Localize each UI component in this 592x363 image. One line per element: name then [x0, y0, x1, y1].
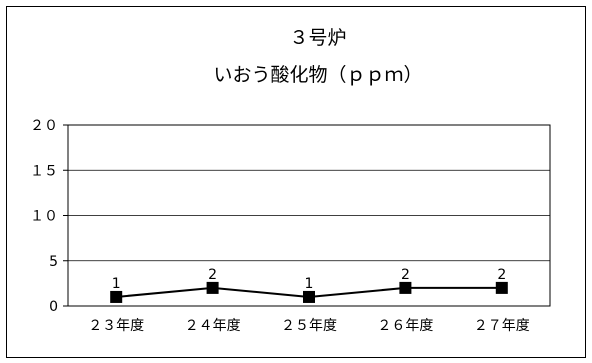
data-point	[303, 290, 315, 303]
y-tick-label: 0	[49, 299, 58, 315]
x-tick-label: ２３年度	[88, 318, 144, 334]
data-label: 2	[401, 267, 410, 283]
data-point	[206, 281, 219, 294]
x-tick-label: ２６年度	[377, 318, 433, 334]
data-point	[399, 281, 412, 294]
y-tick-label: 5	[49, 254, 58, 270]
data-label: 2	[208, 267, 217, 283]
y-tick-label: １５	[30, 163, 58, 179]
x-tick-label: ２５年度	[281, 318, 337, 334]
plot-area: 0 5 １０ １５ ２０ ２３年度 ２４年度 ２５年度 ２６年度 ２７年度	[30, 118, 551, 334]
y-tick-label: ２０	[30, 118, 58, 134]
chart-subtitle: いおう酸化物（ｐｐｍ）	[213, 64, 422, 86]
chart-title: ３号炉	[289, 27, 346, 49]
data-series	[110, 281, 508, 303]
labels: 1 2 1 2 2	[112, 267, 507, 292]
y-tick-label: １０	[30, 209, 58, 225]
data-point	[110, 290, 123, 303]
data-label: 2	[497, 267, 506, 283]
data-label: 1	[305, 276, 314, 292]
data-label: 1	[112, 276, 121, 292]
x-tick-label: ２７年度	[474, 318, 530, 334]
chart-frame	[6, 6, 586, 358]
gridlines	[68, 169, 550, 262]
data-point	[495, 281, 508, 294]
x-tick-label: ２４年度	[185, 318, 241, 334]
